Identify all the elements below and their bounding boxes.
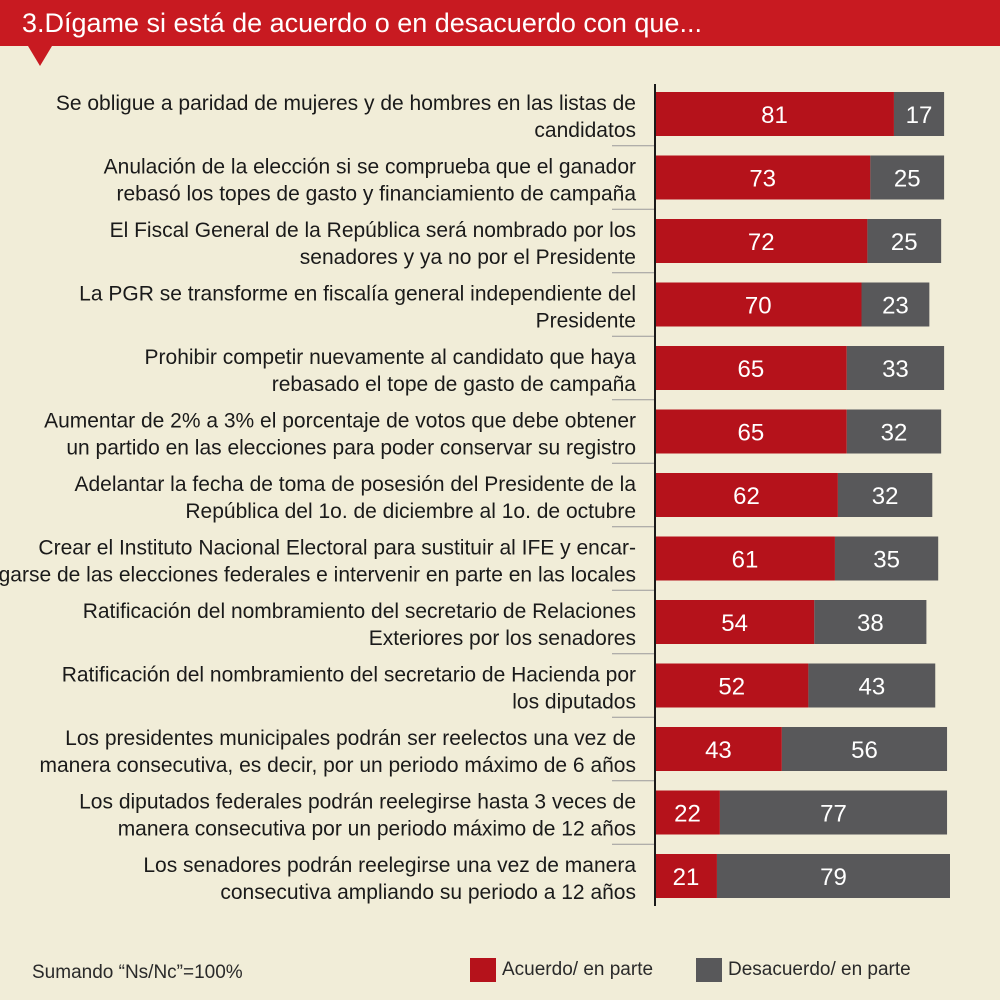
category-label: garse de las elecciones federales e inte… xyxy=(0,564,636,587)
bar-desacuerdo xyxy=(719,790,948,835)
bar-acuerdo xyxy=(655,854,717,898)
category-label: candidatos xyxy=(534,119,636,142)
category-label: Adelantar la fecha de toma de posesión d… xyxy=(74,473,636,496)
bar-desacuerdo xyxy=(861,282,930,327)
category-label: rebasado el tope de gasto de campaña xyxy=(272,373,637,396)
category-label: Aumentar de 2% a 3% el porcentaje de vot… xyxy=(44,410,636,433)
header-pointer xyxy=(28,46,52,66)
bar-acuerdo xyxy=(655,92,894,136)
bar-acuerdo xyxy=(655,409,847,454)
bar-acuerdo xyxy=(655,536,835,581)
value-label-desacuerdo: 23 xyxy=(882,293,909,320)
legend-item-desacuerdo: Desacuerdo/ en parte xyxy=(696,958,911,982)
category-label: Crear el Instituto Nacional Electoral pa… xyxy=(38,537,636,560)
category-label: Ratificación del nombramiento del secret… xyxy=(62,664,636,687)
bar-acuerdo xyxy=(655,282,862,327)
category-label: los diputados xyxy=(512,691,636,714)
value-label-acuerdo: 61 xyxy=(732,547,759,574)
bar-acuerdo xyxy=(655,219,868,263)
bar-acuerdo xyxy=(655,663,809,708)
bar-desacuerdo xyxy=(893,92,945,136)
legend-item-acuerdo: Acuerdo/ en parte xyxy=(470,958,653,982)
category-label: Se obligue a paridad de mujeres y de hom… xyxy=(56,92,636,115)
bar-desacuerdo xyxy=(781,727,948,771)
legend-label-desacuerdo: Desacuerdo/ en parte xyxy=(728,959,911,980)
value-label-desacuerdo: 32 xyxy=(881,420,908,447)
value-label-desacuerdo: 43 xyxy=(858,674,885,701)
value-label-acuerdo: 21 xyxy=(673,864,700,891)
value-label-desacuerdo: 25 xyxy=(894,166,921,193)
value-label-acuerdo: 70 xyxy=(745,293,772,320)
value-label-desacuerdo: 77 xyxy=(820,801,847,828)
value-label-desacuerdo: 79 xyxy=(820,864,847,891)
category-label: senadores y ya no por el Presidente xyxy=(300,246,636,269)
bar-desacuerdo xyxy=(814,600,927,644)
value-label-acuerdo: 73 xyxy=(749,166,776,193)
category-label: Anulación de la elección si se comprueba… xyxy=(104,156,636,179)
category-label: consecutiva ampliando su periodo a 12 añ… xyxy=(220,881,636,904)
chart-title: 3.Dígame si está de acuerdo o en desacue… xyxy=(22,8,702,38)
value-label-desacuerdo: 25 xyxy=(891,229,918,256)
bar-desacuerdo xyxy=(808,663,936,708)
legend-label-acuerdo: Acuerdo/ en parte xyxy=(502,959,654,980)
bar-desacuerdo xyxy=(837,473,933,517)
legend-swatch-acuerdo xyxy=(470,958,496,982)
category-label: Los diputados federales podrán reelegirs… xyxy=(79,791,636,814)
value-label-acuerdo: 62 xyxy=(733,483,760,510)
bar-acuerdo xyxy=(655,155,871,200)
value-label-acuerdo: 65 xyxy=(738,420,765,447)
category-label: Presidente xyxy=(536,310,636,333)
value-label-desacuerdo: 33 xyxy=(882,356,909,383)
bar-desacuerdo xyxy=(870,155,945,200)
value-label-desacuerdo: 56 xyxy=(851,737,878,764)
category-label: manera consecutiva por un periodo máximo… xyxy=(118,818,636,841)
value-label-acuerdo: 65 xyxy=(738,356,765,383)
value-label-acuerdo: 52 xyxy=(718,674,745,701)
bar-acuerdo xyxy=(655,473,838,517)
header-banner: 3.Dígame si está de acuerdo o en desacue… xyxy=(0,0,1000,46)
bar-acuerdo xyxy=(655,600,815,644)
footnote: Sumando “Ns/Nc”=100% xyxy=(32,962,243,983)
bar-desacuerdo xyxy=(867,219,942,263)
category-label: Los presidentes municipales podrán ser r… xyxy=(65,727,636,750)
category-label: La PGR se transforme en fiscalía general… xyxy=(79,283,636,306)
value-label-acuerdo: 81 xyxy=(761,102,788,129)
bar-acuerdo xyxy=(655,346,847,390)
value-label-acuerdo: 72 xyxy=(748,229,775,256)
value-label-acuerdo: 22 xyxy=(674,801,701,828)
value-label-desacuerdo: 35 xyxy=(873,547,900,574)
bar-desacuerdo xyxy=(716,854,950,898)
bar-desacuerdo xyxy=(846,346,945,390)
category-label: Los senadores podrán reelegirse una vez … xyxy=(143,854,636,877)
bar-desacuerdo xyxy=(834,536,939,581)
category-label: República del 1o. de diciembre al 1o. de… xyxy=(185,500,636,523)
category-label: Ratificación del nombramiento del secret… xyxy=(83,600,636,623)
value-label-acuerdo: 54 xyxy=(721,610,748,637)
bar-acuerdo xyxy=(655,727,782,771)
category-label: manera consecutiva, es decir, por un per… xyxy=(39,754,636,777)
value-label-desacuerdo: 32 xyxy=(872,483,899,510)
value-label-desacuerdo: 38 xyxy=(857,610,884,637)
value-label-desacuerdo: 17 xyxy=(906,102,933,129)
category-label: El Fiscal General de la República será n… xyxy=(110,219,636,242)
bar-desacuerdo xyxy=(846,409,942,454)
value-label-acuerdo: 43 xyxy=(705,737,732,764)
category-label: Prohibir competir nuevamente al candidat… xyxy=(145,346,637,369)
category-label: rebasó los topes de gasto y financiamien… xyxy=(117,183,637,206)
category-label: Exteriores por los senadores xyxy=(369,627,636,650)
bar-acuerdo xyxy=(655,790,720,835)
category-label: un partido en las elecciones para poder … xyxy=(66,437,636,460)
legend-swatch-desacuerdo xyxy=(696,958,722,982)
